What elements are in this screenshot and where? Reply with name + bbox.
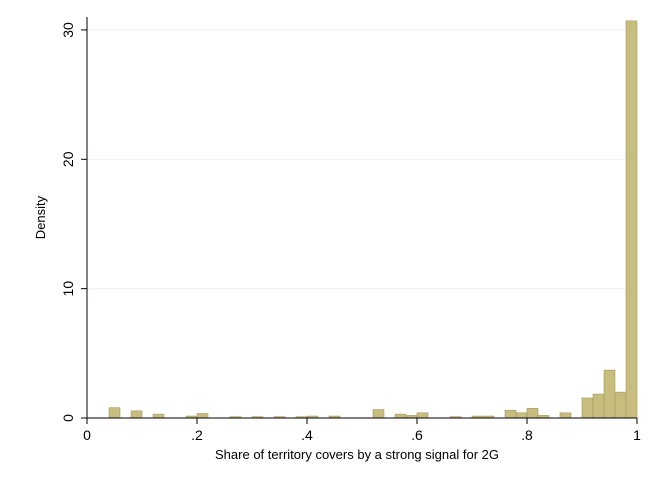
x-tick-label: .6 [411, 427, 423, 443]
x-tick-label: 1 [633, 427, 641, 443]
y-tick-label: 20 [60, 151, 76, 167]
axes [86, 17, 637, 419]
histogram-bar [603, 369, 616, 419]
histogram-bar [130, 410, 143, 419]
histogram-bar [152, 413, 165, 419]
y-tick-label: 0 [60, 414, 76, 422]
histogram-bar [592, 393, 605, 419]
histogram-bar [559, 412, 572, 419]
histogram-bar [394, 413, 407, 419]
histogram-bar [504, 409, 517, 419]
histogram-bar [625, 20, 638, 419]
x-tick-label: .2 [191, 427, 203, 443]
y-axis-title: Density [33, 195, 48, 239]
x-tick-label: .8 [521, 427, 533, 443]
histogram-bar [526, 407, 539, 419]
x-axis-ticks: 0 .2 .4 .6 .8 1 [83, 418, 641, 443]
histogram-bar [581, 397, 594, 419]
y-tick-label: 10 [60, 281, 76, 297]
histogram-bar [614, 391, 627, 419]
histogram-bar [515, 412, 528, 419]
x-axis-title: Share of territory covers by a strong si… [215, 447, 499, 462]
histogram-bar [108, 407, 121, 419]
y-axis-ticks: 0 10 20 30 [60, 22, 87, 422]
gridlines [87, 29, 637, 290]
y-tick-label: 30 [60, 22, 76, 38]
histogram-bar [416, 412, 429, 419]
histogram-bar [372, 409, 385, 419]
histogram-bars [108, 20, 638, 419]
x-tick-label: 0 [83, 427, 91, 443]
x-tick-label: .4 [301, 427, 313, 443]
histogram-bar [196, 413, 209, 419]
